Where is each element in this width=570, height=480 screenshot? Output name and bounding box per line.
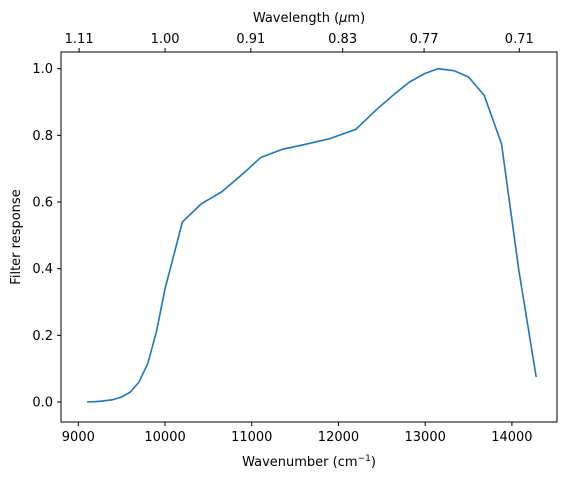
axes-frame <box>60 51 558 423</box>
top-tick-label: 0.83 <box>328 32 357 47</box>
top-tick-label: 1.00 <box>151 32 180 47</box>
y-tick-label: 0.0 <box>32 396 53 411</box>
filter-response-line <box>86 67 537 403</box>
top-tick-label: 1.11 <box>65 32 94 47</box>
plot-area <box>86 67 537 403</box>
top-tick-label: 0.77 <box>410 32 439 47</box>
x-tick-label: 12000 <box>318 430 359 445</box>
x-tick-label: 10000 <box>144 430 185 445</box>
x-tick-label: 14000 <box>491 430 532 445</box>
x-tick-label: 11000 <box>231 430 272 445</box>
x-tick-label: 9000 <box>62 430 95 445</box>
top-x-axis-label: Wavelength (μm) <box>253 11 365 26</box>
y-tick-label: 0.6 <box>32 196 53 211</box>
y-axis-label: Filter response <box>9 189 24 284</box>
x-tick-label: 13000 <box>405 430 446 445</box>
top-tick-label: 0.91 <box>236 32 265 47</box>
y-tick-label: 0.8 <box>32 129 53 144</box>
y-tick-label: 1.0 <box>32 62 53 77</box>
top-tick-label: 0.71 <box>505 32 534 47</box>
y-tick-label: 0.2 <box>32 329 53 344</box>
axis-ticks: 9000 10000 11000 12000 13000 14000 0.0 0.2 0.4 0.… <box>32 32 533 445</box>
x-axis-label: Wavenumber (cm−1) <box>242 454 376 470</box>
y-tick-label: 0.4 <box>32 262 53 277</box>
